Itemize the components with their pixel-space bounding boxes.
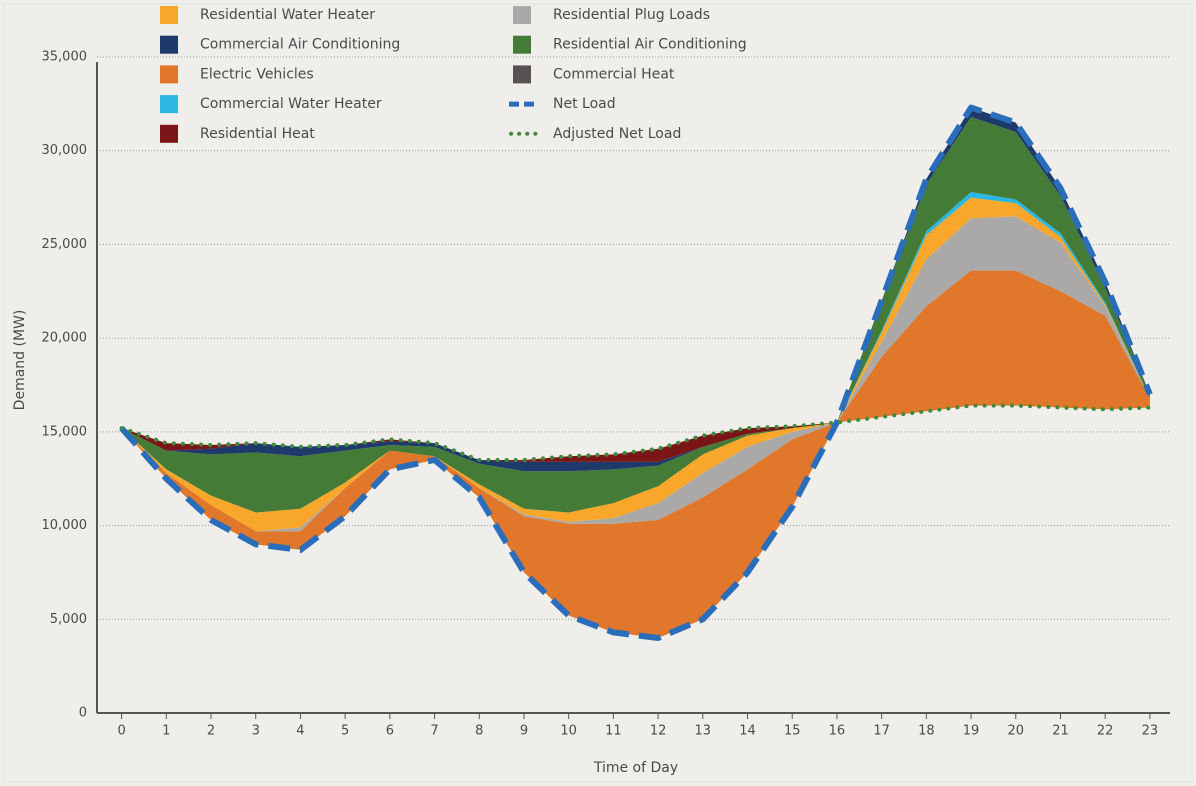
legend-item: Commercial Heat	[513, 65, 675, 84]
legend-swatch	[513, 35, 531, 54]
y-tick-label: 15,000	[42, 424, 88, 439]
area	[121, 270, 1150, 639]
x-tick-label: 0	[117, 724, 125, 739]
legend-swatch	[160, 65, 178, 84]
legend-swatch	[160, 35, 178, 54]
area	[121, 116, 1150, 513]
legend-label: Residential Water Heater	[200, 7, 375, 23]
x-tick-label: 18	[918, 724, 935, 739]
x-tick-label: 19	[963, 724, 980, 739]
legend-item: Electric Vehicles	[160, 65, 314, 84]
legend-label: Residential Plug Loads	[553, 7, 710, 23]
legend-swatch	[513, 6, 531, 24]
x-tick-label: 5	[341, 724, 349, 739]
y-tick-label: 30,000	[42, 143, 88, 158]
legend-label: Adjusted Net Load	[553, 126, 681, 142]
area	[121, 216, 1150, 532]
y-tick-label: 25,000	[42, 237, 88, 252]
legend-swatch	[513, 65, 531, 84]
x-tick-label: 10	[560, 724, 577, 739]
legend-label: Commercial Air Conditioning	[200, 37, 400, 53]
legend-item: Residential Water Heater	[160, 6, 375, 24]
legend-swatch	[160, 6, 178, 24]
x-axis-label: Time of Day	[593, 760, 678, 776]
legend-label: Commercial Heat	[553, 66, 675, 82]
legend-label: Net Load	[553, 96, 616, 112]
legend-label: Electric Vehicles	[200, 66, 314, 82]
x-tick-label: 16	[829, 724, 846, 739]
x-tick-label: 8	[475, 724, 483, 739]
x-tick-label: 6	[386, 724, 394, 739]
y-tick-label: 10,000	[42, 518, 88, 533]
x-tick-label: 12	[650, 724, 667, 739]
y-tick-label: 35,000	[42, 50, 88, 65]
x-tick-label: 23	[1142, 724, 1159, 739]
legend-item: Residential Air Conditioning	[513, 35, 747, 54]
y-tick-label: 0	[79, 706, 87, 721]
area	[121, 191, 1150, 513]
x-tick-label: 17	[873, 724, 890, 739]
x-tick-label: 2	[207, 724, 215, 739]
legend-label: Commercial Water Heater	[200, 96, 382, 112]
y-axis-label: Demand (MW)	[12, 310, 28, 411]
x-tick-label: 7	[430, 724, 438, 739]
x-tick-label: 22	[1097, 724, 1114, 739]
line	[119, 403, 1152, 462]
line	[119, 104, 1153, 642]
frame	[3, 3, 1193, 783]
x-tick-label: 1	[162, 724, 170, 739]
legend-item: Commercial Water Heater	[160, 95, 382, 114]
x-tick-label: 15	[784, 724, 801, 739]
legend-label: Residential Air Conditioning	[553, 37, 747, 53]
legend-label: Residential Heat	[200, 126, 315, 142]
x-tick-label: 21	[1052, 724, 1069, 739]
x-tick-label: 14	[739, 724, 756, 739]
legend-item: Residential Heat	[160, 124, 315, 143]
x-tick-label: 20	[1007, 724, 1024, 739]
area	[121, 197, 1150, 532]
legend-item: Residential Plug Loads	[513, 6, 710, 24]
legend-item: Adjusted Net Load	[509, 126, 681, 142]
x-tick-label: 11	[605, 724, 622, 739]
x-tick-label: 13	[695, 724, 712, 739]
x-tick-label: 3	[252, 724, 260, 739]
legend-item: Net Load	[509, 96, 616, 112]
y-tick-label: 5,000	[50, 612, 87, 627]
y-tick-label: 20,000	[42, 331, 88, 346]
x-tick-label: 4	[296, 724, 304, 739]
legend-swatch	[160, 95, 178, 114]
legend-item: Commercial Air Conditioning	[160, 35, 400, 54]
legend-swatch	[160, 124, 178, 143]
x-tick-label: 9	[520, 724, 528, 739]
